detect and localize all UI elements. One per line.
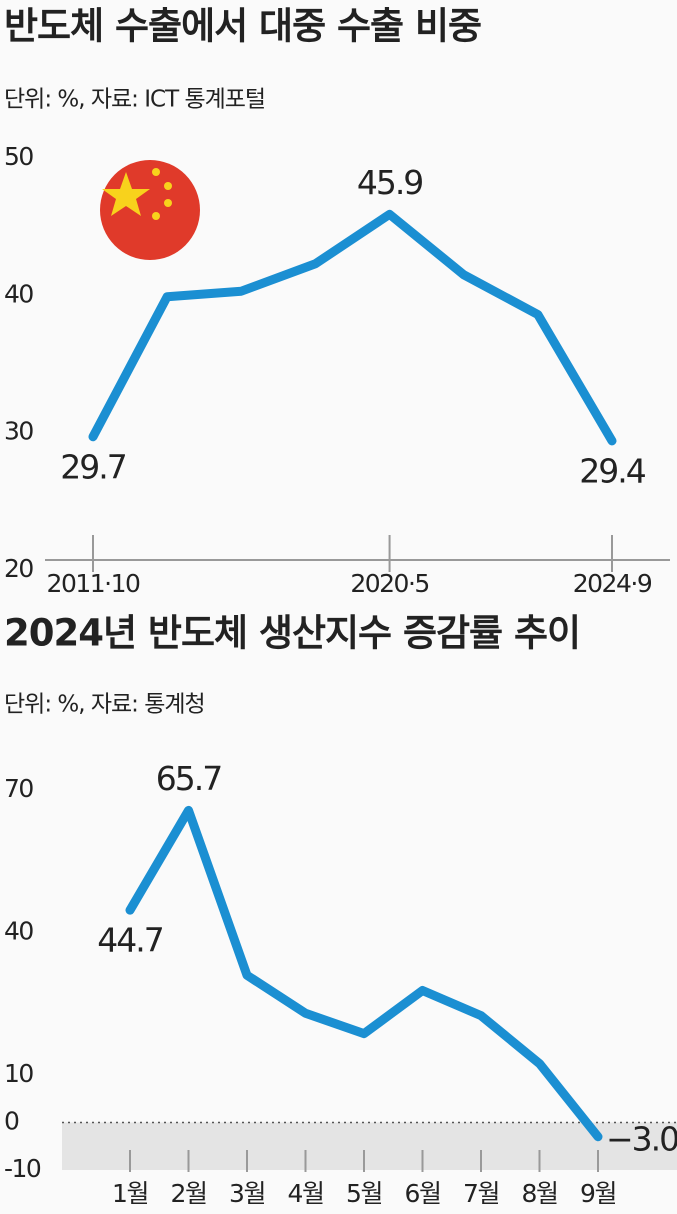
x-tick-label: 8월: [522, 1179, 558, 1208]
x-tick-label: 9월: [580, 1179, 616, 1208]
data-label: 29.4: [579, 451, 645, 490]
x-tick-label: 3월: [229, 1179, 265, 1208]
y-tick-label: 0: [4, 1107, 19, 1136]
y-tick-label: 50: [4, 142, 33, 171]
x-tick-label: 4월: [288, 1179, 324, 1208]
chart-title: 2024년 반도체 생산지수 증감률 추이: [4, 612, 580, 655]
china-flag: [100, 160, 200, 260]
x-tick-label: 1월: [112, 1179, 148, 1208]
y-tick-label: 30: [4, 417, 33, 446]
data-label: 45.9: [357, 163, 422, 202]
x-tick-label: 2020·5: [350, 569, 428, 598]
x-tick-label: 2월: [171, 1179, 207, 1208]
data-label: 44.7: [97, 921, 162, 960]
x-tick-label: 2011·10: [47, 569, 140, 598]
y-tick-label: -10: [4, 1154, 41, 1183]
data-label: 29.7: [60, 447, 125, 486]
y-tick-label: 40: [4, 279, 33, 308]
line: [88, 209, 617, 446]
negative-band: [62, 1122, 677, 1170]
y-tick-label: 40: [4, 917, 33, 946]
x-tick-label: 5월: [346, 1179, 382, 1208]
y-tick-label: 70: [4, 774, 33, 803]
x-tick-label: 7월: [463, 1179, 499, 1208]
data-label: −3.0: [606, 1119, 677, 1158]
data-label: 65.7: [156, 759, 221, 798]
chart-subtitle: 단위: %, 자료: ICT 통계포털: [4, 87, 265, 113]
y-tick-label: 10: [4, 1059, 33, 1088]
x-tick-label: 6월: [405, 1179, 441, 1208]
line: [125, 805, 603, 1142]
x-tick-label: 2024·9: [573, 569, 652, 598]
y-tick-label: 20: [4, 554, 33, 583]
chart-subtitle: 단위: %, 자료: 통계청: [4, 692, 205, 718]
chart-title: 반도체 수출에서 대중 수출 비중: [4, 5, 481, 48]
